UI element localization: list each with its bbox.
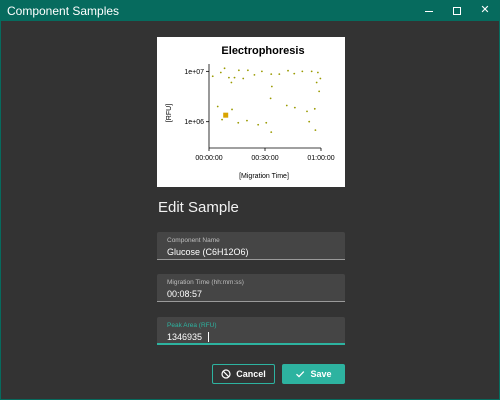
data-point [285,104,288,107]
data-point [308,120,311,123]
data-point [314,129,317,132]
chart-points [211,67,322,134]
data-point [306,110,308,113]
close-button[interactable]: ✕ [471,1,499,21]
chart-title: Electrophoresis [221,45,304,57]
x-tick-label: 00:30:00 [251,155,278,162]
chart-axes [208,64,321,149]
peak-area-input[interactable] [167,331,337,343]
x-tick-label: 01:00:00 [307,155,334,162]
data-point [228,76,230,79]
migration-time-label: Migration Time (hh:mm:ss) [167,279,244,286]
data-point [310,70,313,73]
data-point [211,75,214,78]
block-icon [221,369,231,379]
x-tick-label: 00:00:00 [195,155,222,162]
data-point [270,85,273,88]
component-name-label: Component Name [167,237,220,244]
close-icon: ✕ [480,4,490,16]
data-point [257,123,260,126]
data-point [260,70,263,73]
data-point [269,97,272,100]
data-point [319,77,322,80]
cancel-button[interactable]: Cancel [212,364,275,384]
data-point [301,70,304,73]
migration-time-input[interactable] [167,288,337,300]
form-heading: Edit Sample [158,199,239,216]
data-point [265,121,268,124]
data-point [313,107,316,110]
data-point [278,73,281,76]
maximize-button[interactable] [443,1,471,21]
peak-area-field[interactable]: Peak Area (RFU) [157,317,345,345]
data-point [287,69,289,72]
data-point [233,76,236,79]
data-point [242,77,245,80]
save-label: Save [310,369,332,379]
minimize-button[interactable] [415,1,443,21]
data-point [315,81,318,84]
data-point [230,81,233,84]
data-point [216,105,219,108]
data-point [318,90,321,93]
data-point [293,72,296,75]
title-bar: Component Samples ✕ [1,1,499,21]
y-tick-label: 1e+07 [184,69,204,76]
data-point [246,119,248,122]
maximize-icon [453,7,461,15]
component-name-input[interactable] [167,246,337,258]
check-icon [296,371,305,378]
save-button[interactable]: Save [282,364,345,384]
data-point [253,74,256,76]
peak-area-label: Peak Area (RFU) [167,322,217,329]
x-axis-label: [Migration Time] [239,173,289,180]
electrophoresis-chart: Electrophoresis [RFU] [Migration Time] 0… [166,45,335,180]
data-point [293,106,296,109]
text-caret [208,332,209,342]
data-point [221,118,223,121]
chart-card: Electrophoresis [RFU] [Migration Time] 0… [157,37,345,187]
data-point [223,67,226,70]
chart-ticks: 00:00:00 00:30:00 01:00:00 1e+06 1e+07 [184,69,334,162]
data-point [316,71,319,74]
data-point [270,131,273,134]
component-name-field[interactable]: Component Name [157,232,345,260]
y-tick-label: 1e+06 [184,119,204,126]
data-point [231,108,233,111]
cancel-label: Cancel [236,369,266,379]
data-point [270,73,273,76]
selected-data-point [223,112,229,118]
data-point [219,71,222,74]
minimize-icon [425,11,433,12]
data-point [237,69,240,72]
data-point [237,121,240,124]
migration-time-field[interactable]: Migration Time (hh:mm:ss) [157,274,345,302]
data-point [246,69,249,72]
y-axis-label: [RFU] [166,104,173,122]
window-title: Component Samples [7,4,120,18]
